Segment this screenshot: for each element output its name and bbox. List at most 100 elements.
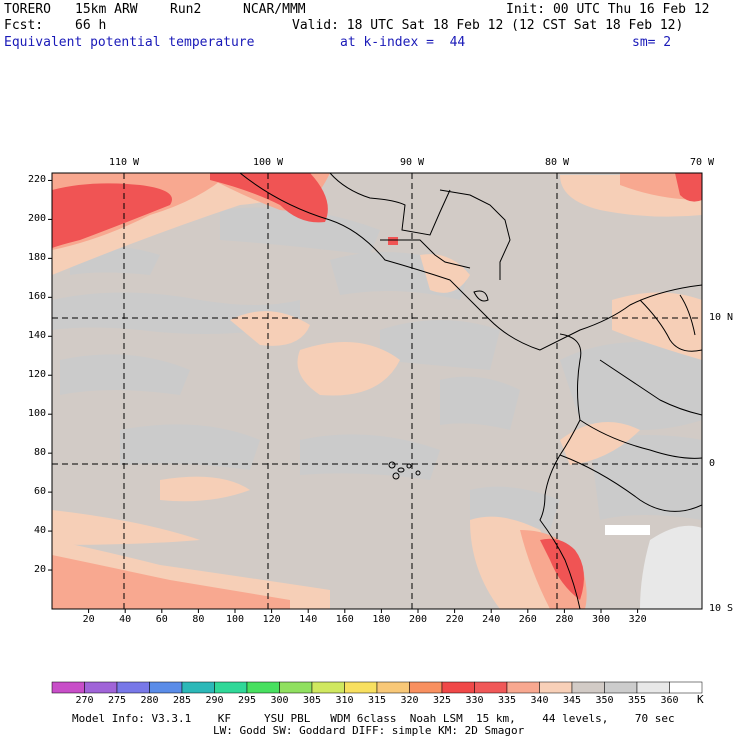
longitude-label: 110 W	[108, 157, 140, 168]
galapagos-islands	[388, 461, 421, 480]
colorbar	[51, 681, 703, 694]
run-label: Run2	[170, 2, 202, 17]
colorbar-label: 340	[530, 695, 549, 706]
colorbar-label: 335	[497, 695, 517, 706]
longitude-label: 70 W	[689, 157, 715, 168]
colorbar-label: 305	[302, 695, 322, 706]
colorbar-swatch	[636, 681, 670, 694]
y-tick-label: 60	[33, 486, 46, 498]
x-tick-label: 120	[262, 614, 281, 625]
x-tick-label: 200	[408, 614, 428, 625]
y-tick-label: 20	[33, 564, 46, 576]
colorbar-swatch	[181, 681, 215, 694]
colorbar-label: 290	[205, 695, 224, 706]
coastlines	[239, 173, 702, 609]
y-tick-label: 120	[27, 369, 46, 381]
colorbar-label: 280	[140, 695, 159, 706]
colorbar-swatch	[279, 681, 313, 694]
colorbar-swatch	[474, 681, 508, 694]
colorbar-label: 275	[107, 695, 127, 706]
latitude-label: 10 N	[709, 312, 734, 323]
colorbar-label: 355	[627, 695, 647, 706]
colorbar-swatch	[604, 681, 638, 694]
plot-frame	[51, 172, 703, 610]
x-tick-label: 180	[372, 614, 391, 625]
colorbar-label: 350	[595, 695, 614, 706]
x-tick-label: 160	[335, 614, 354, 625]
field-light-region	[605, 525, 702, 609]
colorbar-label: 315	[367, 695, 387, 706]
colorbar-label: 270	[75, 695, 94, 706]
physics-info: LW: Godd SW: Goddard DIFF: simple KM: 2D…	[213, 724, 525, 737]
y-tick-label: 220	[27, 174, 46, 186]
y-tick-label: 180	[27, 252, 46, 264]
longitude-label: 80 W	[544, 157, 570, 168]
colorbar-swatch	[344, 681, 378, 694]
init-time: Init: 00 UTC Thu 16 Feb 12	[506, 2, 710, 17]
level-index: at k-index = 44	[340, 35, 466, 50]
model-resolution: 15km ARW	[75, 2, 138, 17]
colorbar-swatch	[441, 681, 475, 694]
smoothing-label: sm= 2	[632, 35, 672, 50]
x-tick-label: 60	[155, 614, 168, 625]
colorbar-label: 285	[172, 695, 192, 706]
colorbar-swatch	[149, 681, 183, 694]
colorbar-label: 295	[237, 695, 257, 706]
colorbar-swatch	[539, 681, 573, 694]
colorbar-swatch	[214, 681, 248, 694]
field-red-regions	[52, 173, 702, 600]
colorbar-swatch	[571, 681, 605, 694]
x-tick-label: 140	[299, 614, 318, 625]
y-axis-ticks	[48, 179, 52, 571]
y-tick-label: 140	[27, 330, 46, 342]
colorbar-label: 330	[465, 695, 484, 706]
longitude-label: 100 W	[252, 157, 284, 168]
colorbar-swatch	[506, 681, 540, 694]
field-grey-patches	[52, 207, 702, 530]
latitude-label: 10 S	[709, 603, 734, 614]
y-tick-label: 40	[33, 525, 46, 537]
x-tick-label: 300	[591, 614, 611, 625]
model-info: Model Info: V3.3.1 KF YSU PBL WDM 6class…	[72, 712, 675, 725]
org-label: NCAR/MMM	[243, 2, 306, 17]
colorbar-unit: K	[697, 693, 704, 706]
latitude-label: 0	[709, 458, 716, 469]
x-axis-ticks	[88, 609, 639, 613]
x-tick-label: 260	[518, 614, 537, 625]
colorbar-swatch	[409, 681, 443, 694]
x-tick-label: 80	[192, 614, 205, 625]
colorbar-swatch	[84, 681, 118, 694]
x-tick-label: 100	[225, 614, 245, 625]
x-tick-label: 40	[119, 614, 132, 625]
colorbar-label: 345	[562, 695, 582, 706]
colorbar-swatch	[51, 681, 85, 694]
x-tick-label: 20	[82, 614, 95, 625]
map-field	[52, 173, 702, 609]
forecast-label: Fcst:	[4, 18, 44, 33]
colorbar-label: 310	[335, 695, 354, 706]
x-tick-label: 280	[555, 614, 574, 625]
x-tick-label: 320	[628, 614, 647, 625]
forecast-hours: 66 h	[75, 18, 107, 33]
colorbar-swatch	[311, 681, 345, 694]
y-tick-label: 200	[27, 213, 46, 225]
colorbar-swatch	[246, 681, 280, 694]
model-name: TORERO	[4, 2, 51, 17]
x-tick-label: 240	[482, 614, 501, 625]
y-tick-label: 100	[27, 408, 46, 420]
colorbar-swatch	[669, 681, 703, 694]
field-name: Equivalent potential temperature	[4, 35, 255, 50]
colorbar-label: 320	[400, 695, 419, 706]
y-tick-label: 160	[27, 291, 46, 303]
colorbar-swatch	[376, 681, 410, 694]
colorbar-swatch	[116, 681, 150, 694]
longitude-label: 90 W	[399, 157, 425, 168]
colorbar-label: 360	[660, 695, 679, 706]
x-tick-label: 220	[445, 614, 464, 625]
lake-nicaragua	[473, 290, 489, 302]
y-tick-label: 80	[33, 447, 46, 459]
colorbar-label: 300	[270, 695, 289, 706]
colorbar-label: 325	[432, 695, 452, 706]
valid-time: Valid: 18 UTC Sat 18 Feb 12 (12 CST Sat …	[292, 18, 684, 33]
